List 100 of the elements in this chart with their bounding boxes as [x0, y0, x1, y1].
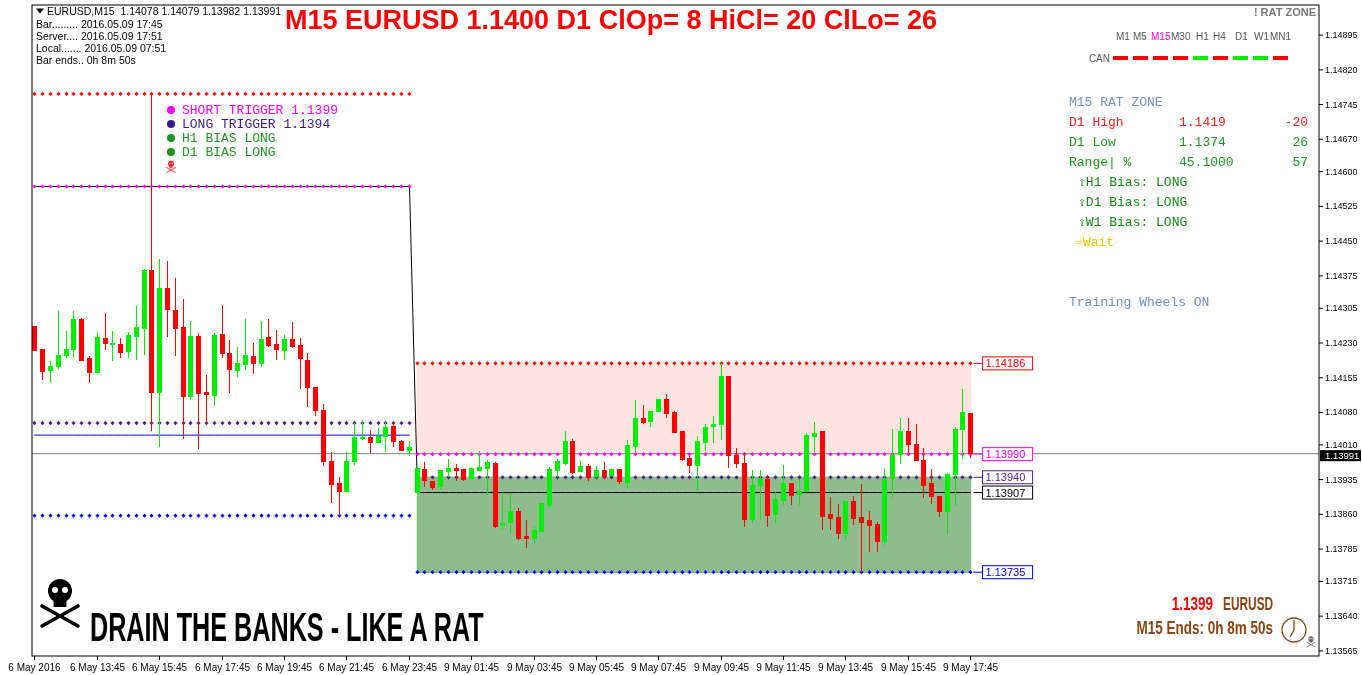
y-tick-label: 1.13935: [1325, 474, 1358, 485]
candlestick: [227, 339, 232, 394]
y-tick-label: 1.13565: [1325, 645, 1358, 656]
text: 1.1419: [1179, 114, 1226, 130]
candlestick: [547, 466, 552, 509]
candlestick: [321, 403, 326, 467]
candlestick: [617, 468, 622, 485]
candlestick: [79, 317, 84, 362]
text: M15 RAT ZONE: [1069, 94, 1163, 110]
y-tick-label: 1.14155: [1325, 372, 1358, 383]
candlestick: [243, 318, 248, 371]
candlestick: [789, 482, 794, 506]
candlestick: [134, 305, 139, 361]
text: M5: [1133, 30, 1148, 42]
candlestick: [469, 468, 474, 479]
annotation: SHORT TRIGGER 1.1399: [182, 102, 339, 118]
y-tick-label: 1.13860: [1325, 509, 1358, 520]
candlestick: [500, 492, 505, 531]
candlestick: [539, 502, 544, 532]
y-tick-label: 1.14600: [1325, 166, 1358, 177]
y-tick-label: 1.14375: [1325, 270, 1358, 281]
candlestick: [415, 466, 420, 494]
text: H4: [1213, 30, 1227, 42]
candlestick: [95, 331, 100, 374]
data-label: 1.14186: [985, 357, 1026, 370]
text: M30: [1171, 30, 1191, 42]
candlestick: [422, 461, 427, 488]
y-tick-label: 1.14895: [1325, 30, 1358, 41]
candlestick: [251, 342, 256, 375]
text: D1 Low: [1069, 134, 1117, 150]
candlestick: [376, 427, 381, 444]
candlestick: [103, 312, 108, 351]
candlestick: [48, 360, 53, 384]
text: MN1: [1270, 30, 1292, 42]
candlestick: [945, 472, 950, 535]
text: EURUSD: [1223, 593, 1274, 615]
candlestick: [711, 415, 716, 444]
candlestick: [836, 503, 841, 540]
candlestick: [165, 260, 170, 338]
y-tick-label: 1.13785: [1325, 544, 1358, 555]
text: ⇧H1 Bias: LONG: [1078, 174, 1188, 190]
text: Range| %: [1069, 154, 1132, 170]
candlestick: [64, 330, 69, 359]
candlestick: [407, 440, 412, 457]
candlestick: [493, 461, 498, 529]
x-tick-label: 9 May 03:45: [506, 661, 563, 673]
annotation: DRAIN THE BANKS - LIKE A RAT: [90, 604, 485, 650]
x-tick-label: 6 May 19:45: [256, 661, 313, 673]
candlestick: [56, 310, 61, 370]
candlestick: [305, 352, 310, 408]
candlestick: [118, 337, 123, 359]
x-tick-label: 9 May 07:45: [630, 661, 687, 673]
text: M15 Ends: 0h 8m 50s: [1136, 618, 1274, 638]
x-tick-label: 6 May 15:45: [131, 661, 188, 673]
candlestick: [680, 430, 685, 462]
text: 1.1374: [1179, 134, 1227, 150]
candlestick: [313, 386, 318, 417]
candlestick: [259, 320, 264, 368]
candlestick: [828, 496, 833, 531]
candlestick: [906, 417, 911, 454]
candlestick: [820, 430, 825, 531]
text: D1 High: [1069, 114, 1124, 130]
candlestick: [461, 468, 466, 482]
candlestick: [298, 337, 303, 390]
candlestick: [532, 525, 537, 544]
candlestick: [851, 495, 856, 526]
x-tick-label: 6 May 21:45: [318, 661, 375, 673]
candlestick: [71, 310, 76, 359]
candlestick: [875, 521, 880, 553]
candlestick: [773, 491, 778, 524]
x-tick-label: 6 May 23:45: [381, 661, 438, 673]
x-tick-label: 9 May 09:45: [693, 661, 750, 673]
candlestick: [220, 304, 225, 359]
candlestick: [516, 507, 521, 541]
text: ! RAT ZONE: [1253, 6, 1316, 18]
candlestick: [212, 332, 217, 407]
text: M15: [1151, 30, 1171, 42]
candlestick: [430, 480, 435, 491]
y-tick-label: 1.14080: [1325, 407, 1358, 418]
candlestick: [797, 479, 802, 506]
candlestick: [142, 268, 147, 356]
candlestick: [266, 318, 271, 348]
candlestick: [656, 398, 661, 413]
candlestick: [843, 501, 848, 540]
x-tick-label: 9 May 17:45: [942, 661, 999, 673]
x-tick-label: 6 May 2016: [8, 661, 62, 673]
text: ⇧D1 Bias: LONG: [1078, 194, 1188, 210]
text: ⇨Wait: [1075, 234, 1115, 250]
candlestick: [633, 399, 638, 453]
annotation: Local....... 2016.05.09 07:51: [36, 41, 167, 54]
candlestick: [914, 423, 919, 462]
text: ⇧W1 Bias: LONG: [1078, 214, 1188, 230]
y-tick-label: 1.14820: [1325, 64, 1358, 75]
candlestick: [110, 330, 115, 362]
data-label: 1.13940: [985, 471, 1026, 484]
candlestick: [173, 277, 178, 356]
candlestick: [804, 432, 809, 493]
candlestick: [290, 321, 295, 349]
y-tick-label: 1.14010: [1325, 439, 1358, 450]
candlestick: [87, 355, 92, 384]
